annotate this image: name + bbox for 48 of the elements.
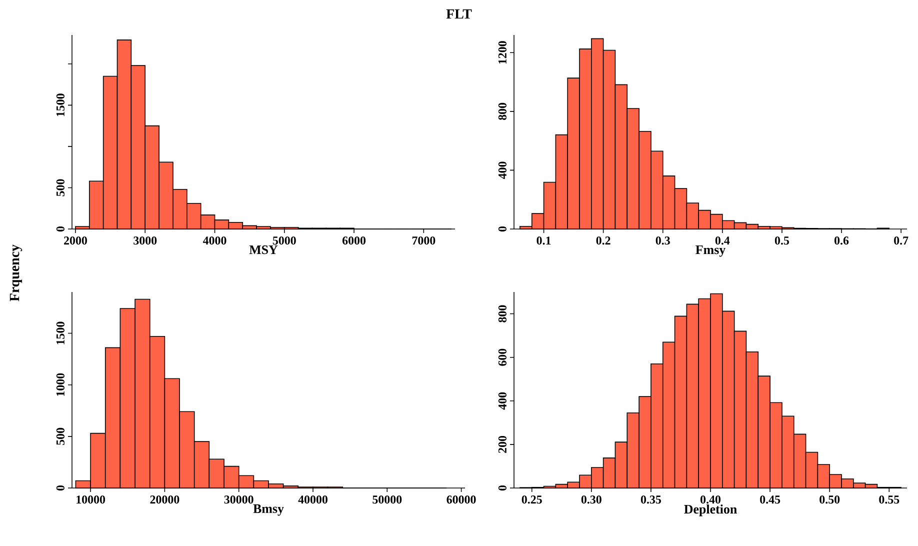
x-axis-title: Depletion <box>684 504 737 516</box>
y-tick-label: 0 <box>56 485 64 491</box>
x-tick-label: 0.4 <box>715 236 730 245</box>
x-tick-label: 7000 <box>412 236 436 245</box>
y-tick-label: 0 <box>56 226 64 232</box>
x-tick-label: 0.2 <box>596 236 610 245</box>
text: FLT <box>446 9 472 19</box>
y-tick-label: 500 <box>56 179 64 196</box>
x-tick-label: 10000 <box>76 496 106 504</box>
x-tick-label: 50000 <box>372 496 402 504</box>
x-tick-label: 40000 <box>298 496 328 504</box>
x-axis-title: MSY <box>249 245 278 254</box>
y-tick-label: 800 <box>498 305 506 322</box>
x-tick-label: 0.50 <box>820 496 840 504</box>
x-tick-label: 0.30 <box>581 496 602 504</box>
y-tick-label: 1500 <box>56 94 64 116</box>
x-tick-label: 0.45 <box>760 496 780 504</box>
x-tick-label: 0.6 <box>834 236 849 245</box>
x-tick-label: 0.25 <box>522 496 542 504</box>
y-axis-title: Frquency <box>10 244 22 302</box>
x-tick-label: 3000 <box>134 236 157 245</box>
y-tick-label: 1000 <box>56 373 64 396</box>
y-tick-label: 800 <box>498 102 506 120</box>
y-tick-label: 400 <box>498 392 506 410</box>
y-tick-label: 400 <box>498 162 506 180</box>
x-tick-label: 60000 <box>446 496 476 504</box>
y-tick-label: 500 <box>56 428 64 445</box>
x-tick-label: 0.5 <box>774 236 789 245</box>
x-tick-label: 0.55 <box>879 496 900 504</box>
x-tick-label: 30000 <box>224 496 254 504</box>
x-tick-label: 0.1 <box>536 236 551 245</box>
y-tick-label: 0 <box>498 485 506 491</box>
x-tick-label: 20000 <box>150 496 180 504</box>
x-tick-label: 0.3 <box>656 236 670 245</box>
x-tick-label: 6000 <box>342 236 366 245</box>
y-tick-label: 200 <box>498 436 506 453</box>
x-tick-label: 0.40 <box>700 496 721 504</box>
y-tick-label: 0 <box>498 226 506 232</box>
x-tick-label: 4000 <box>202 236 226 245</box>
x-axis-title: Bmsy <box>253 504 284 516</box>
x-tick-label: 2000 <box>64 236 87 245</box>
y-tick-label: 1500 <box>56 322 64 344</box>
x-tick-label: 0.7 <box>894 236 908 245</box>
y-tick-label: 1200 <box>498 41 506 64</box>
x-tick-label: 0.35 <box>640 496 661 504</box>
y-tick-label: 600 <box>498 348 506 366</box>
x-tick-label: 5000 <box>272 236 296 245</box>
x-axis-title: Fmsy <box>696 245 726 257</box>
